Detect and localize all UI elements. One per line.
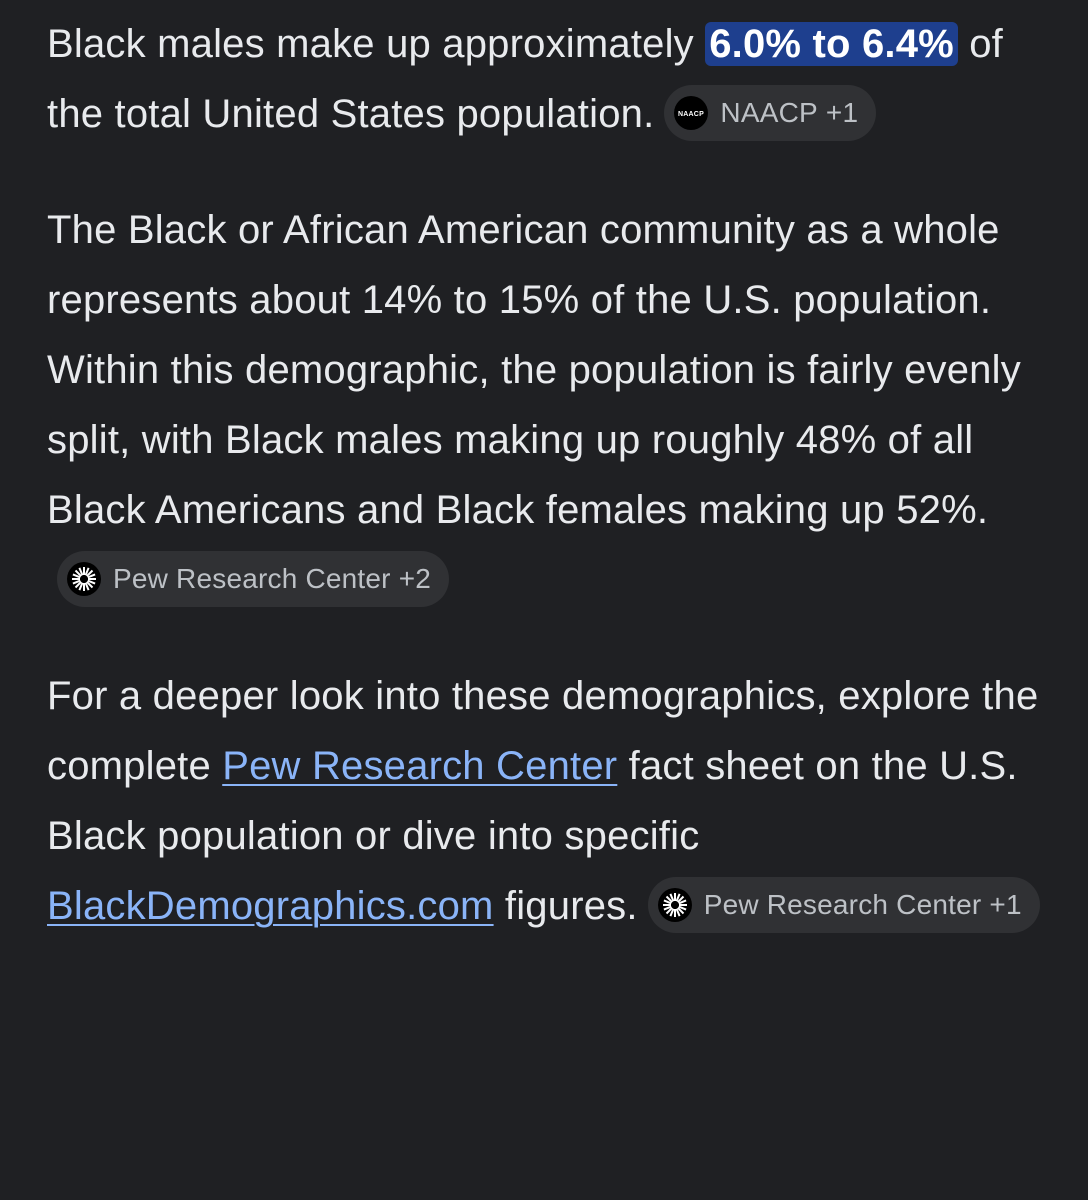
chip-source: Pew Research Center <box>703 889 982 921</box>
paragraph: Black males make up approximately 6.0% t… <box>47 9 1047 149</box>
pew-logo <box>67 562 101 597</box>
text: The Black or African American community … <box>47 208 1021 532</box>
source-chip[interactable]: NAACP NAACP +1 <box>664 85 877 142</box>
text: of the total United States population. <box>47 22 1003 136</box>
chip-more: +1 <box>825 97 859 129</box>
text: Black males make up approximately <box>47 22 706 66</box>
source-chip[interactable]: Pew Research Center +1 <box>647 877 1040 934</box>
text: figures. <box>493 884 638 928</box>
source-chip[interactable]: Pew Research Center +2 <box>57 551 450 608</box>
link[interactable]: BlackDemographics.com <box>47 884 494 928</box>
paragraph: For a deeper look into these demographic… <box>47 661 1047 941</box>
pew-logo <box>657 888 692 923</box>
paragraph: The Black or African American community … <box>47 195 1047 615</box>
naacp-logo: NAACP <box>674 96 709 131</box>
answer: Black males make up approximately 6.0% t… <box>47 9 1047 987</box>
chip-source: Pew Research Center <box>113 563 391 595</box>
chip-more: +1 <box>989 889 1022 921</box>
highlight: 6.0% to 6.4% <box>705 22 958 66</box>
text: For a deeper look into these demographic… <box>47 674 1039 788</box>
chip-source: NAACP <box>720 97 818 129</box>
link[interactable]: Pew Research Center <box>222 744 618 788</box>
chip-more: +2 <box>398 563 432 595</box>
text: fact sheet on the U.S. Black population … <box>47 744 1018 858</box>
logo-text: NAACP <box>678 111 704 118</box>
